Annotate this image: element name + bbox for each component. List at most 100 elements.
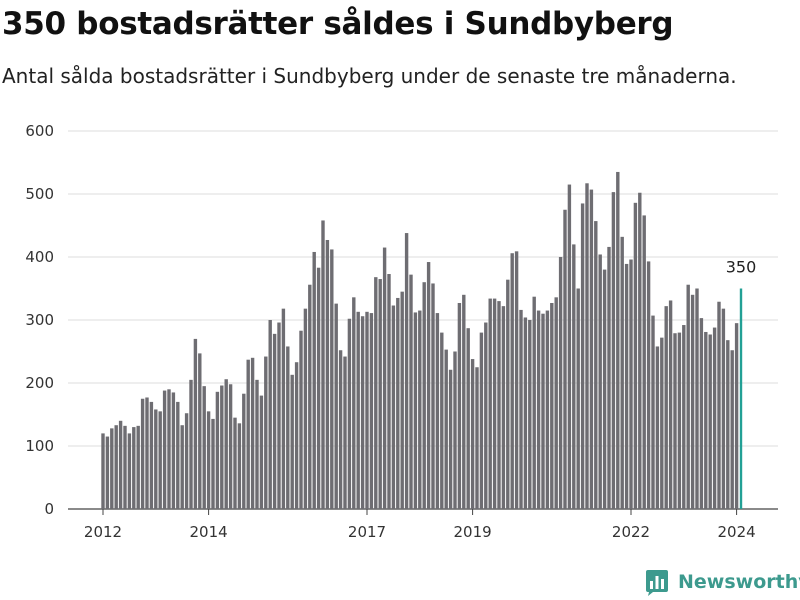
bar bbox=[497, 301, 501, 509]
bar bbox=[167, 389, 171, 509]
bar bbox=[206, 411, 211, 509]
bar bbox=[281, 308, 286, 509]
bar bbox=[470, 359, 475, 509]
bar bbox=[268, 320, 272, 509]
bar bbox=[576, 288, 580, 509]
bar bbox=[180, 425, 184, 509]
bar bbox=[356, 311, 360, 509]
bar bbox=[708, 334, 712, 509]
bar bbox=[334, 303, 338, 509]
bar bbox=[176, 401, 180, 509]
bar bbox=[682, 325, 686, 509]
bar bbox=[479, 332, 484, 509]
bar bbox=[299, 330, 303, 509]
bar bbox=[378, 279, 382, 509]
bar bbox=[374, 277, 378, 509]
bar bbox=[286, 346, 290, 509]
bar bbox=[330, 249, 334, 509]
bar bbox=[677, 332, 682, 509]
y-axis-ticks: 0 100 200 300 400 500 600 bbox=[25, 122, 54, 518]
bar bbox=[475, 367, 479, 509]
bar bbox=[391, 305, 396, 509]
x-tick-label: 2024 bbox=[718, 523, 756, 541]
bar bbox=[726, 340, 730, 509]
bar bbox=[699, 318, 704, 509]
bar bbox=[457, 302, 462, 509]
bar bbox=[312, 251, 316, 509]
bar bbox=[308, 284, 312, 509]
bar bbox=[272, 333, 277, 509]
x-tick-label: 2014 bbox=[190, 523, 228, 541]
bar bbox=[242, 393, 246, 509]
bar bbox=[484, 322, 488, 509]
bar bbox=[382, 247, 387, 510]
highlight-bar bbox=[739, 288, 743, 509]
bar bbox=[145, 397, 149, 509]
x-tick-label: 2022 bbox=[612, 523, 650, 541]
bar bbox=[541, 313, 545, 509]
bar bbox=[453, 351, 457, 509]
bar bbox=[528, 320, 532, 509]
newsworthy-logo: Newsworthy bbox=[644, 568, 800, 596]
bar bbox=[668, 300, 673, 509]
bar bbox=[338, 350, 343, 509]
bar bbox=[642, 215, 646, 510]
bar bbox=[690, 294, 695, 509]
bar bbox=[352, 297, 356, 509]
bar bbox=[255, 379, 259, 509]
bar bbox=[633, 202, 638, 509]
bar bbox=[250, 357, 255, 509]
brand-name: Newsworthy bbox=[678, 571, 800, 593]
bar bbox=[123, 425, 127, 509]
bar bbox=[193, 338, 198, 509]
bar bbox=[545, 310, 550, 509]
y-tick-label: 100 bbox=[25, 437, 54, 455]
bar bbox=[303, 308, 308, 509]
bar bbox=[611, 192, 616, 510]
bar bbox=[589, 189, 594, 509]
bar bbox=[629, 259, 633, 509]
bar bbox=[365, 311, 369, 509]
bar bbox=[294, 362, 299, 509]
bar bbox=[290, 374, 294, 509]
y-tick-label: 300 bbox=[25, 311, 54, 329]
bar bbox=[558, 257, 563, 509]
bar bbox=[211, 418, 215, 509]
bar bbox=[664, 306, 668, 509]
chart-title: 350 bostadsrätter såldes i Sundbyberg bbox=[2, 6, 674, 42]
bar bbox=[655, 346, 660, 509]
bar bbox=[734, 323, 739, 509]
bar bbox=[431, 283, 435, 509]
bar bbox=[325, 239, 330, 510]
bar bbox=[110, 428, 114, 509]
highlight-value-label: 350 bbox=[726, 258, 757, 277]
bar bbox=[532, 296, 536, 509]
bar bbox=[660, 337, 664, 509]
bar bbox=[519, 309, 523, 509]
bar bbox=[246, 359, 250, 509]
y-tick-label: 500 bbox=[25, 185, 54, 203]
bar bbox=[523, 317, 528, 509]
bar bbox=[233, 417, 237, 509]
bar bbox=[413, 312, 418, 509]
bar bbox=[580, 203, 585, 509]
bar bbox=[594, 221, 598, 509]
bar bbox=[492, 298, 497, 509]
newsworthy-chart-icon bbox=[646, 570, 668, 596]
bar bbox=[426, 262, 431, 509]
bar bbox=[624, 263, 629, 509]
bar bbox=[717, 301, 721, 509]
bar bbox=[563, 209, 567, 509]
bar bbox=[409, 274, 413, 509]
y-tick-label: 400 bbox=[25, 248, 54, 266]
bar bbox=[444, 349, 448, 509]
bar bbox=[510, 253, 514, 509]
bar bbox=[237, 423, 242, 509]
bar bbox=[400, 291, 404, 509]
bar bbox=[118, 420, 123, 509]
y-tick-label: 600 bbox=[25, 122, 54, 140]
chart-subtitle: Antal sålda bostadsrätter i Sundbyberg u… bbox=[2, 64, 737, 88]
x-tick-label: 2019 bbox=[454, 523, 492, 541]
bar bbox=[387, 274, 391, 509]
bar bbox=[554, 297, 558, 509]
